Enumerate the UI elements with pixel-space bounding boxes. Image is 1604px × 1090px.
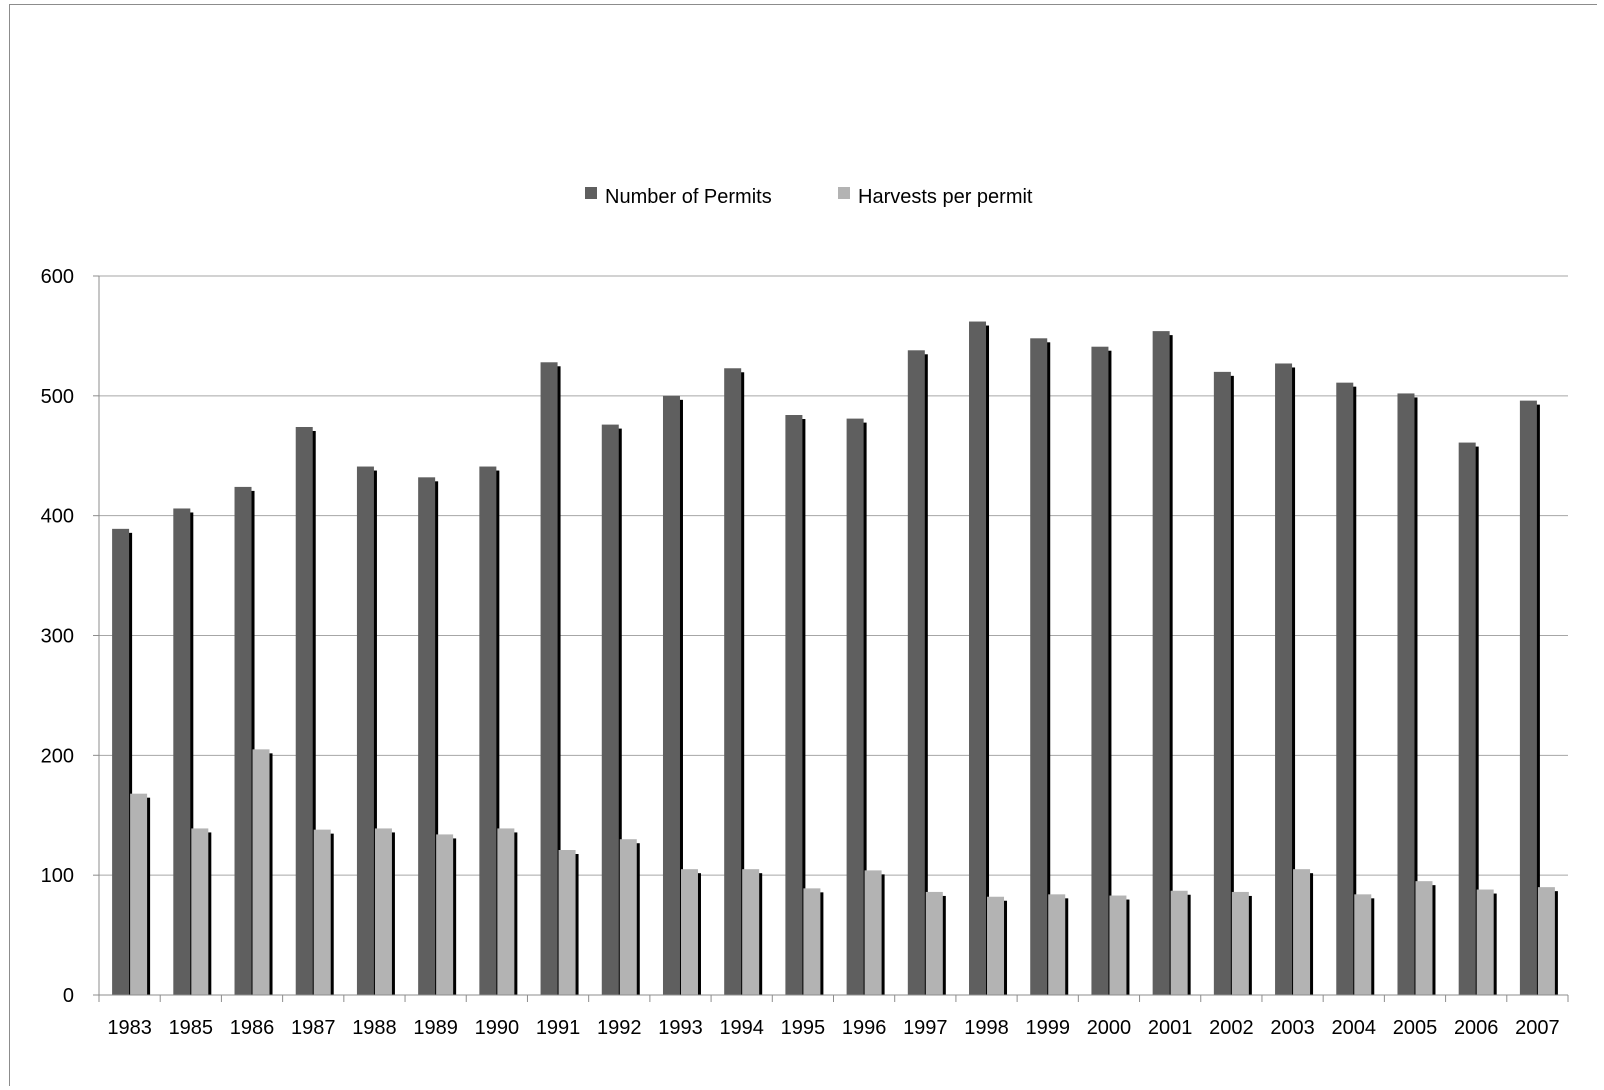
bar-harvests-per-permit <box>925 891 943 995</box>
bar-number-of-permits <box>479 466 497 995</box>
x-tick-label: 2001 <box>1148 1017 1193 1039</box>
legend-label-harvests: Harvests per permit <box>858 186 1033 208</box>
x-tick-label: 1998 <box>964 1017 1009 1039</box>
gridlines <box>99 275 1568 876</box>
x-tick-label: 1997 <box>903 1017 948 1039</box>
y-tick-label: 300 <box>41 626 74 648</box>
bars <box>112 321 1558 996</box>
legend-label-permits: Number of Permits <box>605 186 772 208</box>
x-tick-label: 2006 <box>1454 1017 1499 1039</box>
bar-number-of-permits <box>1030 338 1048 995</box>
bar-harvests-per-permit <box>987 896 1005 995</box>
legend-swatch-harvests <box>838 187 850 199</box>
bar-number-of-permits <box>418 477 436 995</box>
x-tick-label: 1986 <box>230 1017 275 1039</box>
bar-harvests-per-permit <box>497 828 515 995</box>
bar-number-of-permits <box>356 466 374 995</box>
bar-harvests-per-permit <box>1170 890 1188 995</box>
x-tick-label: 1989 <box>413 1017 458 1039</box>
bar-number-of-permits <box>662 395 680 995</box>
bar-harvests-per-permit <box>1476 889 1494 995</box>
x-tick-label: 1996 <box>842 1017 887 1039</box>
legend-swatch-permits <box>585 187 597 199</box>
bar-number-of-permits <box>601 424 619 995</box>
x-tick-label: 1985 <box>169 1017 214 1039</box>
bar-harvests-per-permit <box>436 834 454 995</box>
bar-harvests-per-permit <box>558 850 576 995</box>
bar-number-of-permits <box>234 486 252 995</box>
x-tick-label: 1999 <box>1025 1017 1070 1039</box>
x-tick-label: 1983 <box>107 1017 152 1039</box>
bar-harvests-per-permit <box>191 828 209 995</box>
legend: Number of Permits Harvests per permit <box>585 186 1033 208</box>
bar-harvests-per-permit <box>864 870 882 995</box>
bar-number-of-permits <box>785 415 803 995</box>
x-tick-label: 1995 <box>781 1017 826 1039</box>
y-tick-label: 0 <box>63 985 74 1007</box>
x-tick-label: 1991 <box>536 1017 581 1039</box>
x-tick-label: 2002 <box>1209 1017 1254 1039</box>
x-tick-label: 1988 <box>352 1017 397 1039</box>
bar-harvests-per-permit <box>680 869 698 995</box>
x-tick-label: 1987 <box>291 1017 336 1039</box>
bar-number-of-permits <box>1275 363 1293 995</box>
bar-number-of-permits <box>1458 442 1476 995</box>
bar-number-of-permits <box>1519 400 1537 995</box>
bar-harvests-per-permit <box>1293 869 1311 995</box>
bar-number-of-permits <box>1091 346 1109 995</box>
bar-harvests-per-permit <box>130 793 148 995</box>
bar-number-of-permits <box>969 321 987 996</box>
x-tick-label: 1994 <box>719 1017 764 1039</box>
x-tick-label: 2003 <box>1270 1017 1315 1039</box>
bar-number-of-permits <box>846 418 864 995</box>
bar-harvests-per-permit <box>313 829 331 995</box>
bar-harvests-per-permit <box>252 749 270 995</box>
bar-number-of-permits <box>1397 393 1415 996</box>
bar-harvests-per-permit <box>1109 895 1127 995</box>
y-tick-label: 100 <box>41 865 74 887</box>
bar-number-of-permits <box>173 508 191 995</box>
bar-number-of-permits <box>1336 382 1354 995</box>
bar-harvests-per-permit <box>1537 887 1555 995</box>
bar-harvests-per-permit <box>1048 894 1066 995</box>
bar-harvests-per-permit <box>374 828 392 995</box>
bar-number-of-permits <box>907 350 925 996</box>
bar-harvests-per-permit <box>803 888 821 995</box>
bar-harvests-per-permit <box>1354 894 1372 995</box>
x-tick-label: 1993 <box>658 1017 703 1039</box>
bar-number-of-permits <box>1152 331 1170 996</box>
x-tick-label: 2000 <box>1087 1017 1132 1039</box>
bar-harvests-per-permit <box>619 839 637 995</box>
y-tick-label: 600 <box>41 266 74 288</box>
x-tick-label: 1992 <box>597 1017 642 1039</box>
bar-harvests-per-permit <box>1231 891 1249 995</box>
bar-harvests-per-permit <box>742 869 760 995</box>
x-tick-label: 2004 <box>1332 1017 1377 1039</box>
x-tick-label: 2007 <box>1515 1017 1560 1039</box>
y-tick-label: 400 <box>41 506 74 528</box>
y-tick-label: 500 <box>41 386 74 408</box>
x-tick-label: 2005 <box>1393 1017 1438 1039</box>
axes: 0 100 200 300 400 500 600 1983 1985 1986 1987 1988 1… <box>41 266 1569 1039</box>
bar-number-of-permits <box>295 426 313 995</box>
bar-harvests-per-permit <box>1415 881 1433 995</box>
x-tick-label: 1990 <box>475 1017 520 1039</box>
bar-number-of-permits <box>112 528 130 995</box>
bar-number-of-permits <box>540 362 558 995</box>
y-tick-label: 200 <box>41 745 74 767</box>
bar-number-of-permits <box>724 368 742 995</box>
bar-number-of-permits <box>1213 371 1231 995</box>
